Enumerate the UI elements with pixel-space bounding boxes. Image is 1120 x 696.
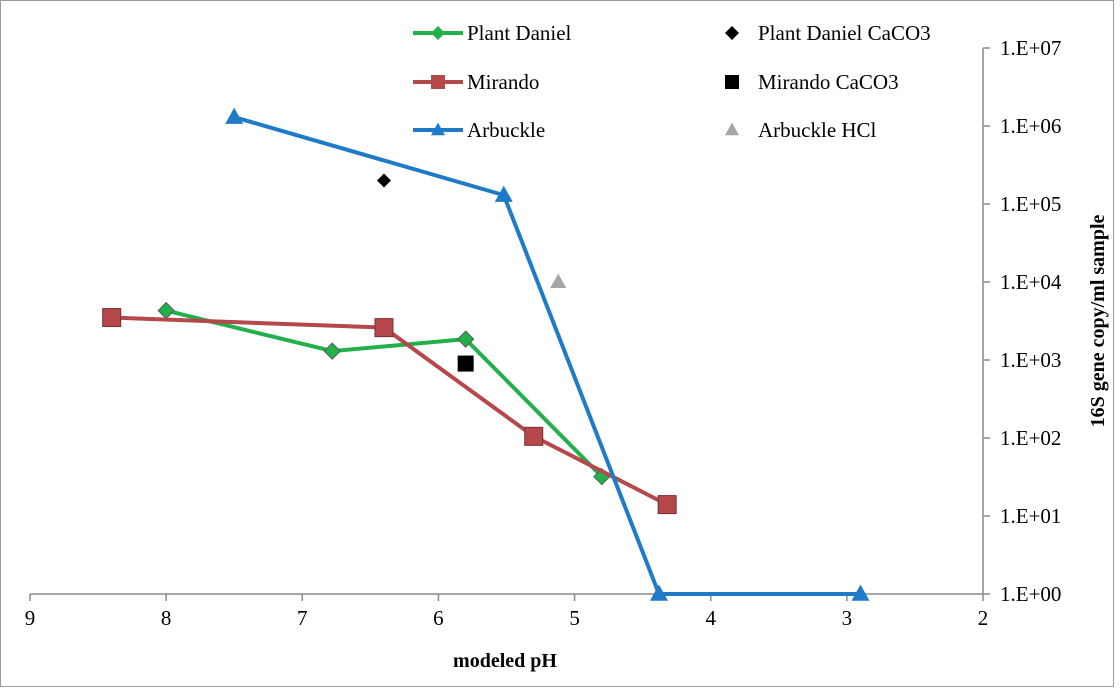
y-tick-label: 1.E+01 [1000,504,1061,528]
x-tick-label: 4 [705,606,716,630]
legend-marker [431,122,445,136]
legend-item: Arbuckle HCl [725,118,877,142]
data-point [649,584,668,601]
data-point [550,273,567,288]
data-point [376,173,391,188]
legend-item: Mirando CaCO3 [725,70,899,94]
series-arbuckle [225,107,870,601]
series-layer [102,107,870,601]
data-point [851,584,870,601]
series-plant-daniel-caco3 [376,173,391,188]
legend-marker [725,122,739,136]
y-tick-label: 1.E+00 [1000,582,1061,606]
legend-marker [431,75,445,89]
legend-item: Plant Daniel [413,21,572,45]
legend-label: Plant Daniel CaCO3 [758,21,931,45]
data-point [494,185,513,202]
y-tick-label: 1.E+05 [1000,192,1061,216]
legend-item: Mirando [413,70,539,94]
x-tick-label: 3 [842,606,853,630]
y-tick-label: 1.E+03 [1000,348,1061,372]
legend-item: Arbuckle [413,118,545,142]
legend-label: Mirando [467,70,539,94]
legend-marker [431,26,445,40]
series-arbuckle-hcl [550,273,567,288]
x-tick-label: 7 [297,606,308,630]
legend-label: Arbuckle [467,118,545,142]
data-point [657,495,677,515]
series-mirando [102,308,677,515]
y-ticks: 1.E+00 1.E+01 1.E+02 1.E+03 1.E+04 1.E+05 1.E+… [983,36,1062,606]
legend-marker [725,26,739,40]
legend: Plant Daniel Mirando Arbuckle Plant Daniel … [413,21,931,142]
legend-label: Arbuckle HCl [758,118,877,142]
series-line [165,308,604,479]
legend-marker [725,75,739,89]
data-point [524,426,544,446]
x-tick-label: 2 [978,606,989,630]
x-tick-label: 9 [25,606,36,630]
legend-label: Mirando CaCO3 [758,70,899,94]
x-tick-label: 5 [569,606,580,630]
x-ticks: 9 8 7 6 5 4 3 2 [25,594,989,630]
data-point [225,107,244,124]
series-mirando-caco3 [457,355,474,372]
series-plant-daniel [157,301,611,486]
series-line [233,115,861,596]
y-axis-title: 16S gene copy/ml sample [1087,214,1109,427]
y-tick-label: 1.E+02 [1000,426,1061,450]
legend-item: Plant Daniel CaCO3 [725,21,931,45]
y-tick-label: 1.E+07 [1000,36,1061,60]
series-line [111,315,669,507]
x-tick-label: 6 [433,606,444,630]
y-tick-label: 1.E+06 [1000,114,1061,138]
data-point [374,318,394,338]
data-point [102,308,122,328]
data-point [457,355,474,372]
data-point [456,330,475,348]
x-axis-title: modeled pH [453,650,557,672]
y-tick-label: 1.E+04 [1000,270,1062,294]
data-point [323,342,341,360]
legend-label: Plant Daniel [467,21,572,45]
x-tick-label: 8 [161,606,172,630]
